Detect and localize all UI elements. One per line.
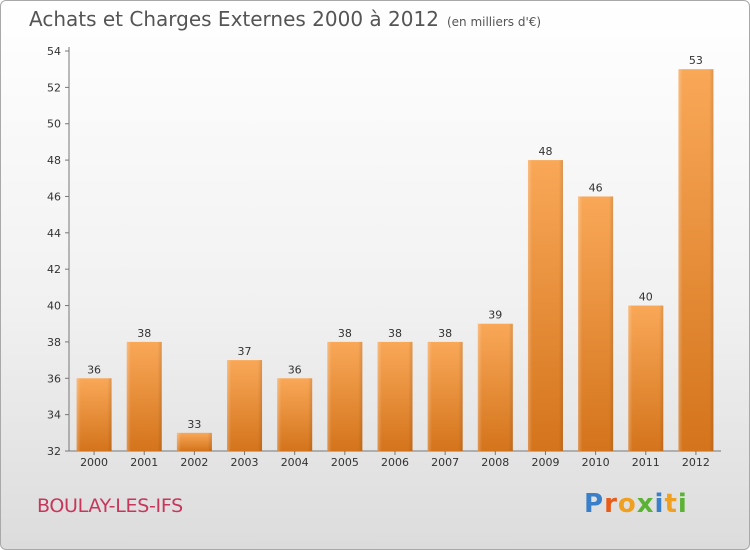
bar-shade [678,69,714,451]
bar-shade [126,341,162,451]
bar-shade [527,160,563,451]
y-tick-label: 54 [47,45,61,58]
data-label: 48 [538,145,552,158]
data-label: 46 [589,181,603,194]
y-tick-label: 52 [47,81,61,94]
bar-shade [377,341,413,451]
x-tick-label: 2008 [481,456,509,469]
data-label: 38 [137,327,151,340]
data-label: 38 [388,327,402,340]
bars-layer [76,69,714,451]
bar-shade [277,378,313,451]
y-tick-label: 46 [47,190,61,203]
x-tick-label: 2012 [682,456,710,469]
y-tick-label: 42 [47,263,61,276]
x-tick-label: 2006 [381,456,409,469]
logo-letter: P [584,489,605,519]
chart-subtitle: (en milliers d'€) [446,15,542,29]
data-label: 36 [87,363,101,376]
x-tick-label: 2000 [80,456,108,469]
logo-letter: r [604,489,618,519]
x-tick-label: 2005 [331,456,359,469]
bar-shade [628,305,664,451]
x-tick-label: 2009 [531,456,559,469]
y-tick-label: 48 [47,154,61,167]
bar-shade [477,323,513,451]
x-tick-label: 2003 [231,456,259,469]
bar-shade [327,341,363,451]
logo-letter: o [617,489,637,519]
y-tick-label: 32 [47,445,61,458]
data-label: 33 [187,418,201,431]
logo-letter: t [664,489,678,519]
logo-letter: x [636,489,655,519]
commune-name: BOULAY-LES-IFS [37,495,183,517]
data-label: 37 [238,345,252,358]
x-tick-label: 2002 [180,456,208,469]
x-tick-label: 2004 [281,456,309,469]
labels-layer: 36 38 33 37 36 38 38 38 39 48 46 40 53 [87,54,703,431]
y-tick-label: 40 [47,300,61,313]
x-tick-label: 2010 [582,456,610,469]
data-label: 38 [338,327,352,340]
proxiti-logo[interactable]: Proxiti [584,489,688,519]
data-label: 40 [639,291,653,304]
x-tick-label: 2011 [632,456,660,469]
bar-shade [578,196,614,451]
axes-layer: 32 34 36 38 40 42 44 46 48 50 52 54 2000 2001 2002 2003… [47,45,721,469]
data-label: 39 [488,309,502,322]
y-tick-label: 34 [47,409,61,422]
x-tick-label: 2007 [431,456,459,469]
logo-letter: i [654,489,665,519]
data-label: 53 [689,54,703,67]
chart-title: Achats et Charges Externes 2000 à 2012 (e… [29,7,541,31]
y-tick-label: 38 [47,336,61,349]
logo-letter: i [677,489,688,519]
bar-shade [227,360,263,451]
y-tick-label: 50 [47,118,61,131]
x-tick-label: 2001 [130,456,158,469]
y-tick-label: 44 [47,227,61,240]
chart-title-text: Achats et Charges Externes 2000 à 2012 [29,7,439,31]
bar-shade [427,341,463,451]
y-tick-label: 36 [47,372,61,385]
bar-shade [176,432,212,451]
bar-shade [76,378,112,451]
data-label: 38 [438,327,452,340]
data-label: 36 [288,363,302,376]
